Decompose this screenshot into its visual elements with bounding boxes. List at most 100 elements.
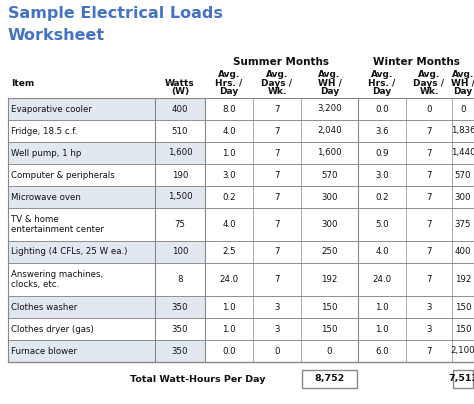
Text: 3.0: 3.0 — [375, 170, 389, 179]
Bar — [205, 263, 474, 296]
Bar — [8, 98, 205, 120]
Text: 150: 150 — [321, 324, 338, 333]
Text: TV & home
entertainment center: TV & home entertainment center — [11, 215, 104, 234]
Bar — [205, 186, 474, 208]
Text: Microwave oven: Microwave oven — [11, 192, 81, 202]
Text: 192: 192 — [321, 275, 337, 284]
Text: 2,100: 2,100 — [451, 347, 474, 356]
Bar — [8, 186, 205, 208]
Text: 2,040: 2,040 — [317, 126, 342, 135]
Text: 8,752: 8,752 — [314, 375, 345, 383]
Text: 0.2: 0.2 — [222, 192, 236, 202]
Text: 510: 510 — [172, 126, 188, 135]
Text: Days /: Days / — [413, 78, 445, 88]
Text: 24.0: 24.0 — [219, 275, 238, 284]
Text: 3,200: 3,200 — [317, 105, 342, 114]
Bar — [205, 241, 474, 263]
Text: 7,513: 7,513 — [448, 375, 474, 383]
Text: 4.0: 4.0 — [222, 220, 236, 229]
Text: 75: 75 — [174, 220, 185, 229]
Text: Worksheet: Worksheet — [8, 28, 105, 43]
Text: 3: 3 — [426, 324, 432, 333]
Bar — [8, 142, 205, 164]
Bar — [453, 370, 473, 388]
Text: 0: 0 — [327, 347, 332, 356]
Text: 3: 3 — [274, 324, 280, 333]
Text: 400: 400 — [455, 248, 471, 257]
Text: 0: 0 — [274, 347, 280, 356]
Text: 375: 375 — [455, 220, 471, 229]
Text: Wk.: Wk. — [267, 87, 287, 96]
Text: 1,600: 1,600 — [168, 149, 192, 158]
Text: Item: Item — [11, 78, 34, 88]
Text: Day: Day — [320, 87, 339, 96]
Bar — [302, 370, 357, 388]
Text: 1.0: 1.0 — [222, 303, 236, 311]
Text: 100: 100 — [172, 248, 188, 257]
Text: Computer & peripherals: Computer & peripherals — [11, 170, 115, 179]
Text: 150: 150 — [455, 303, 471, 311]
Text: 3.6: 3.6 — [375, 126, 389, 135]
Bar — [8, 340, 205, 362]
Text: 570: 570 — [321, 170, 338, 179]
Bar — [8, 164, 205, 186]
Text: 0.9: 0.9 — [375, 149, 389, 158]
Text: 7: 7 — [274, 105, 280, 114]
Text: 350: 350 — [172, 324, 188, 333]
Text: 7: 7 — [274, 275, 280, 284]
Text: 3: 3 — [426, 303, 432, 311]
Text: 24.0: 24.0 — [373, 275, 392, 284]
Text: 1,500: 1,500 — [168, 192, 192, 202]
Text: Total Watt-Hours Per Day: Total Watt-Hours Per Day — [130, 375, 266, 383]
Text: 190: 190 — [172, 170, 188, 179]
Text: Winter Months: Winter Months — [373, 57, 459, 67]
Text: 7: 7 — [274, 248, 280, 257]
Text: Clothes washer: Clothes washer — [11, 303, 77, 311]
Text: Fridge, 18.5 c.f.: Fridge, 18.5 c.f. — [11, 126, 77, 135]
Text: Avg.: Avg. — [319, 70, 341, 79]
Text: 1.0: 1.0 — [375, 324, 389, 333]
Text: 7: 7 — [426, 192, 432, 202]
Text: 7: 7 — [426, 126, 432, 135]
Text: 1.0: 1.0 — [375, 303, 389, 311]
Text: Avg.: Avg. — [218, 70, 240, 79]
Bar — [205, 208, 474, 241]
Text: Day: Day — [453, 87, 473, 96]
Text: Hrs. /: Hrs. / — [368, 78, 396, 88]
Text: Avg.: Avg. — [371, 70, 393, 79]
Bar — [8, 208, 205, 241]
Text: 4.0: 4.0 — [222, 126, 236, 135]
Text: Avg.: Avg. — [452, 70, 474, 79]
Text: Day: Day — [373, 87, 392, 96]
Text: 7: 7 — [426, 149, 432, 158]
Text: 7: 7 — [274, 170, 280, 179]
Text: 7: 7 — [426, 170, 432, 179]
Text: Lighting (4 CFLs, 25 W ea.): Lighting (4 CFLs, 25 W ea.) — [11, 248, 128, 257]
Text: 6.0: 6.0 — [375, 347, 389, 356]
Bar — [205, 142, 474, 164]
Text: (W): (W) — [171, 87, 189, 96]
Text: 2.5: 2.5 — [222, 248, 236, 257]
Text: Days /: Days / — [262, 78, 292, 88]
Text: 0: 0 — [426, 105, 432, 114]
Bar — [8, 296, 205, 318]
Text: 1.0: 1.0 — [222, 149, 236, 158]
Text: 1,836: 1,836 — [451, 126, 474, 135]
Text: Sample Electrical Loads: Sample Electrical Loads — [8, 6, 223, 21]
Text: 1,600: 1,600 — [317, 149, 342, 158]
Text: 8.0: 8.0 — [222, 105, 236, 114]
Text: Watts: Watts — [165, 78, 195, 88]
Text: Avg.: Avg. — [266, 70, 288, 79]
Text: Wk.: Wk. — [419, 87, 438, 96]
Bar — [205, 296, 474, 318]
Text: 1.0: 1.0 — [222, 324, 236, 333]
Bar — [8, 241, 205, 263]
Text: Furnace blower: Furnace blower — [11, 347, 77, 356]
Text: 7: 7 — [274, 149, 280, 158]
Text: WH /: WH / — [318, 78, 341, 88]
Text: 7: 7 — [426, 220, 432, 229]
Text: Clothes dryer (gas): Clothes dryer (gas) — [11, 324, 94, 333]
Text: 7: 7 — [426, 275, 432, 284]
Text: 7: 7 — [426, 248, 432, 257]
Text: WH /: WH / — [451, 78, 474, 88]
